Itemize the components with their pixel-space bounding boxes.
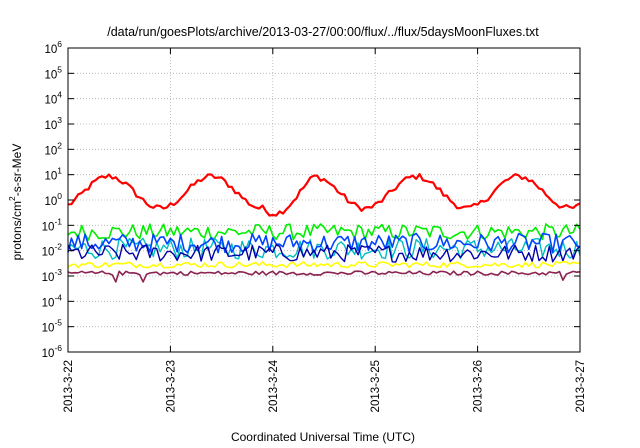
y-tick-base: 10 [42, 247, 55, 259]
y-tick-exponent: -1 [54, 216, 62, 226]
series-line [67, 173, 581, 217]
y-tick-base: 10 [42, 297, 55, 309]
series-line [67, 243, 581, 263]
y-tick-base: 10 [42, 221, 55, 233]
y-tick-base: 10 [44, 44, 57, 56]
y-tick-base: 10 [44, 145, 57, 157]
y-tick-base: 10 [42, 348, 55, 360]
x-tick-label: 2013-3-22 [63, 360, 75, 412]
y-axis-label: protons/cm2-s-sr-MeV [7, 144, 24, 261]
chart-title: /data/run/goesPlots/archive/2013-03-27/0… [107, 25, 539, 39]
y-tick-exponent: -5 [54, 318, 62, 328]
y-tick-base: 10 [44, 171, 57, 183]
series-line [67, 270, 581, 283]
y-tick-base: 10 [44, 95, 57, 107]
y-tick-exponent: -3 [54, 267, 62, 277]
x-tick-label: 2013-3-27 [575, 360, 587, 412]
y-tick-label: 106 [44, 39, 62, 56]
y-tick-exponent: -2 [54, 242, 62, 252]
y-tick-label: 10-2 [42, 242, 63, 259]
y-tick-label: 10-5 [42, 318, 63, 335]
y-axis-label-base: protons/cm [10, 201, 24, 260]
y-tick-label: 10-1 [42, 216, 63, 233]
x-tick-label: 2013-3-23 [165, 360, 177, 412]
y-axis-label-sup: 2 [7, 196, 17, 201]
x-tick-label: 2013-3-24 [268, 359, 280, 412]
y-tick-exponent: 4 [57, 90, 62, 100]
y-tick-base: 10 [44, 196, 57, 208]
y-tick-base: 10 [44, 69, 57, 81]
y-tick-label: 10-3 [42, 267, 63, 284]
y-tick-label: 103 [44, 115, 62, 132]
y-tick-exponent: 2 [57, 140, 62, 150]
y-tick-label: 100 [44, 191, 62, 208]
y-tick-base: 10 [42, 272, 55, 284]
y-axis-label-rest: -s-sr-MeV [10, 144, 24, 197]
x-tick-label: 2013-3-25 [370, 360, 382, 412]
y-tick-exponent: -4 [54, 292, 62, 302]
y-tick-labels: 10-610-510-410-310-210-11001011021031041… [42, 39, 63, 360]
series-line [67, 260, 581, 269]
x-tick-label: 2013-3-26 [473, 360, 485, 412]
x-tick-labels: 2013-3-22 2013-3-23 2013-3-24 2013-3-25 2013… [63, 359, 587, 412]
series-line [67, 232, 581, 254]
y-tick-exponent: -6 [54, 343, 62, 353]
y-tick-exponent: 0 [57, 191, 62, 201]
y-tick-base: 10 [44, 120, 57, 132]
y-tick-exponent: 3 [57, 115, 62, 125]
series-lines [67, 173, 581, 283]
y-tick-label: 101 [44, 166, 62, 183]
axis-ticks [67, 47, 581, 353]
y-tick-exponent: 1 [57, 166, 62, 176]
y-tick-exponent: 5 [57, 64, 62, 74]
y-tick-label: 10-6 [42, 343, 63, 360]
y-tick-exponent: 6 [57, 39, 62, 49]
y-tick-label: 102 [44, 140, 62, 157]
y-tick-label: 10-4 [42, 292, 63, 309]
y-tick-label: 105 [44, 64, 62, 81]
y-tick-base: 10 [42, 323, 55, 335]
x-axis-label: Coordinated Universal Time (UTC) [231, 430, 415, 444]
y-tick-label: 104 [44, 90, 62, 107]
